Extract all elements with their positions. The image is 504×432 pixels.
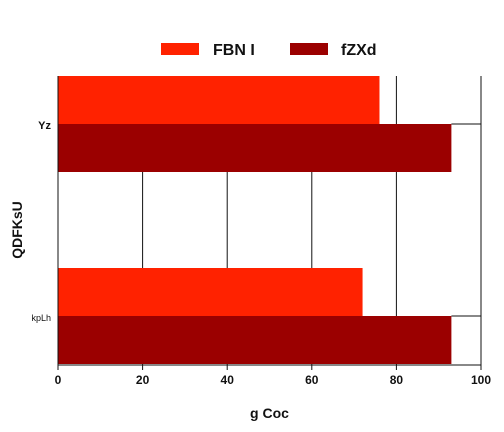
legend-swatch: [161, 43, 199, 55]
x-tick-label: 0: [55, 373, 62, 387]
bar-Yz-FBN-I: [58, 76, 380, 124]
axes: [57, 76, 481, 366]
x-ticks: 0 20 40 60 80 100: [55, 365, 491, 387]
bar-kpLh-fZXd: [58, 316, 452, 364]
legend-label: fZXd: [341, 42, 377, 59]
x-tick-label: 100: [471, 373, 491, 387]
category-labels: Yz kpLh: [31, 120, 51, 323]
x-tick-label: 60: [305, 373, 319, 387]
category-label: Yz: [38, 120, 51, 132]
x-tick-label: 80: [390, 373, 404, 387]
bar-kpLh-FBN-I: [58, 268, 363, 316]
category-label: kpLh: [31, 313, 51, 323]
legend: FBN I fZXd: [161, 42, 377, 59]
x-axis-title: g Coc: [250, 405, 289, 421]
legend-label: FBN I: [213, 42, 255, 59]
legend-swatch: [290, 43, 328, 55]
bar-Yz-fZXd: [58, 124, 452, 172]
x-tick-label: 40: [221, 373, 235, 387]
bars: [58, 76, 481, 364]
x-tick-label: 20: [136, 373, 150, 387]
y-axis-title: QDFKsU: [9, 201, 25, 259]
